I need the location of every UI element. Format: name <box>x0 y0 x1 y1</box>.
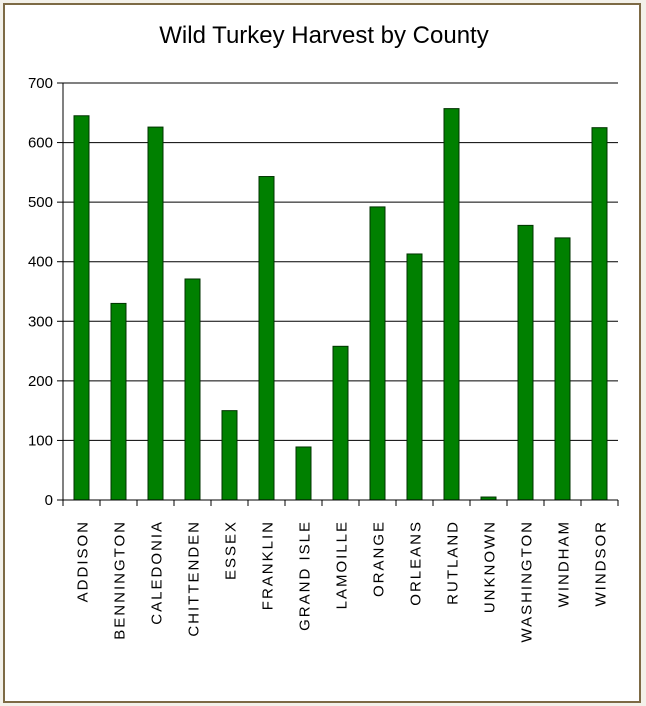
bar-orleans <box>406 253 423 501</box>
bar-franklin <box>258 176 275 501</box>
bar-grand-isle <box>295 446 312 501</box>
bar-rutland <box>443 108 460 501</box>
chart-title: Wild Turkey Harvest by County <box>159 22 489 49</box>
bar-bennington <box>110 302 127 501</box>
y-tick-label-0: 0 <box>45 492 53 509</box>
y-tick-label-300: 300 <box>28 313 53 330</box>
bar-essex <box>221 410 238 501</box>
x-label-orange: ORANGE <box>371 520 388 597</box>
x-label-washington: WASHINGTON <box>519 520 536 643</box>
y-tick-label-400: 400 <box>28 254 53 271</box>
x-label-franklin: FRANKLIN <box>260 520 277 610</box>
y-tick-label-600: 600 <box>28 135 53 152</box>
x-label-caledonia: CALEDONIA <box>149 520 166 625</box>
chart-frame: Wild Turkey Harvest by County 0 100 200 300… <box>3 3 641 703</box>
bar-caledonia <box>147 126 164 501</box>
bar-windham <box>554 237 571 501</box>
bar-washington <box>517 224 534 501</box>
bar-addison <box>73 115 90 501</box>
x-label-grand-isle: GRAND ISLE <box>297 520 314 631</box>
bar-windsor <box>591 127 608 501</box>
x-label-bennington: BENNINGTON <box>112 520 129 640</box>
x-label-unknown: UNKNOWN <box>482 520 499 613</box>
x-label-essex: ESSEX <box>223 520 240 580</box>
y-tick-label-700: 700 <box>28 75 53 92</box>
x-label-chittenden: CHITTENDEN <box>186 520 203 637</box>
bar-chart: 0 100 200 300 400 500 600 700 ADDISON BENNINGTON C… <box>28 75 619 643</box>
y-tick-label-200: 200 <box>28 373 53 390</box>
x-label-lamoille: LAMOILLE <box>334 520 351 609</box>
x-label-windham: WINDHAM <box>556 520 573 607</box>
bar-chittenden <box>184 278 201 501</box>
bar-lamoille <box>332 345 349 501</box>
x-label-orleans: ORLEANS <box>408 520 425 606</box>
y-tick-label-100: 100 <box>28 432 53 449</box>
x-label-addison: ADDISON <box>75 520 92 602</box>
y-tick-label-500: 500 <box>28 194 53 211</box>
bar-orange <box>369 206 386 501</box>
x-label-rutland: RUTLAND <box>445 520 462 605</box>
x-label-windsor: WINDSOR <box>593 520 610 607</box>
